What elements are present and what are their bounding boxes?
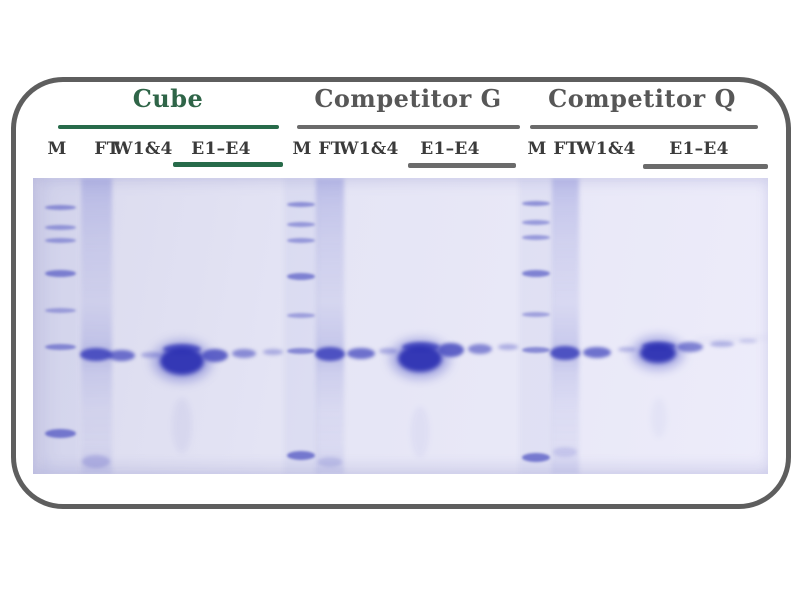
- gel-band: [160, 347, 204, 375]
- lane-label-marker-cube: M: [47, 139, 67, 159]
- gel-band: [44, 344, 76, 350]
- gel-band: [287, 221, 315, 227]
- gel-band: [550, 346, 580, 360]
- gel-band: [522, 269, 550, 277]
- gel-band: [263, 349, 283, 355]
- gel-band: [107, 349, 135, 361]
- gel-band: [44, 224, 76, 230]
- gel-band: [618, 346, 636, 352]
- gel-band: [44, 269, 76, 277]
- lane-label-elution-competitor-q: E1–E4: [669, 139, 729, 159]
- competitor-q-elution-underline: [643, 164, 768, 169]
- lane-label-flowthrough-cube: FT: [94, 139, 120, 159]
- gel-band: [522, 200, 550, 206]
- figure-frame: [11, 77, 791, 509]
- lane-label-flowthrough-competitor-q: FT: [553, 139, 579, 159]
- gel-band: [44, 307, 76, 313]
- gel-image: [33, 178, 768, 474]
- cube-elution-underline: [173, 162, 283, 167]
- lane-label-wash-cube: W1&4: [113, 139, 173, 159]
- gel-band: [379, 348, 397, 354]
- gel-band: [287, 348, 315, 354]
- gel-band: [583, 346, 611, 358]
- cube-title-underline: [58, 125, 279, 129]
- competitor-g-title-underline: [297, 125, 520, 129]
- gel-band: [315, 347, 345, 361]
- gel-band: [287, 272, 315, 280]
- gel-marker-lane: [519, 178, 553, 474]
- gel-band: [287, 237, 315, 243]
- gel-band: [553, 447, 577, 457]
- lane-label-marker-competitor-g: M: [292, 139, 312, 159]
- gel-band: [44, 237, 76, 243]
- gel-band: [141, 352, 161, 358]
- gel-band: [677, 342, 703, 352]
- lane-label-elution-competitor-g: E1–E4: [420, 139, 480, 159]
- gel-band: [498, 344, 518, 350]
- gel-band: [651, 398, 667, 438]
- gel-band: [80, 347, 112, 361]
- competitor-q-title-underline: [530, 125, 758, 129]
- gel-band: [640, 343, 676, 363]
- competitor-g-elution-underline: [408, 163, 516, 168]
- gel-band: [522, 311, 550, 317]
- gel-band: [522, 347, 550, 353]
- gel-band: [82, 454, 110, 468]
- gel-band: [202, 348, 228, 362]
- group-title-cube: Cube: [132, 84, 204, 113]
- gel-marker-lane: [284, 178, 318, 474]
- gel-band: [44, 204, 76, 210]
- gel-band: [287, 201, 315, 207]
- gel-band: [347, 347, 375, 359]
- gel-band: [172, 397, 192, 453]
- gel-marker-lane: [41, 178, 79, 474]
- group-title-competitor-q: Competitor Q: [548, 84, 736, 113]
- lane-label-wash-competitor-q: W1&4: [576, 139, 636, 159]
- lane-label-wash-competitor-g: W1&4: [339, 139, 399, 159]
- gel-flowthrough-smear: [551, 178, 579, 474]
- lane-label-marker-competitor-q: M: [527, 139, 547, 159]
- lane-label-flowthrough-competitor-g: FT: [318, 139, 344, 159]
- group-title-competitor-g: Competitor G: [314, 84, 502, 113]
- lane-label-elution-cube: E1–E4: [191, 139, 251, 159]
- gel-band: [468, 344, 492, 354]
- gel-band: [710, 341, 734, 347]
- gel-band: [411, 407, 429, 457]
- gel-flowthrough-smear: [80, 178, 112, 474]
- gel-band: [287, 450, 315, 460]
- gel-band: [522, 452, 550, 462]
- gel-band: [522, 219, 550, 225]
- gel-band: [44, 428, 76, 438]
- gel-flowthrough-smear: [316, 178, 344, 474]
- gel-band: [398, 344, 442, 372]
- gel-band: [232, 348, 256, 358]
- gel-band: [318, 457, 342, 467]
- gel-band: [438, 343, 464, 357]
- gel-band: [522, 234, 550, 240]
- gel-band: [287, 312, 315, 318]
- gel-band: [739, 339, 757, 343]
